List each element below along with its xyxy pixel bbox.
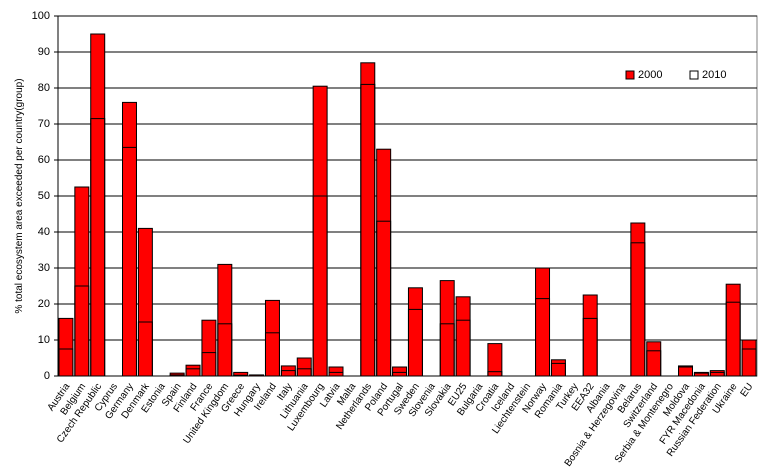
bar	[741, 339, 757, 377]
bar	[312, 195, 328, 377]
bar	[74, 186, 90, 377]
bar	[535, 298, 551, 377]
bar	[582, 317, 598, 377]
bar	[407, 308, 423, 377]
y-tick-label: 20	[38, 298, 50, 310]
bar	[725, 283, 741, 377]
bar	[535, 267, 551, 377]
bar	[233, 374, 249, 377]
bar	[217, 323, 233, 377]
bar	[678, 366, 694, 377]
y-axis-label: % total ecosystem area exceeded per coun…	[14, 78, 25, 313]
bar	[201, 319, 217, 377]
legend-label: 2000	[638, 69, 662, 81]
bar	[376, 148, 392, 377]
legend-swatch	[689, 70, 699, 80]
bar	[550, 359, 566, 377]
bar	[741, 348, 757, 377]
bar	[264, 299, 280, 377]
bar	[455, 319, 471, 377]
y-tick-label: 50	[38, 190, 50, 202]
bar	[646, 341, 662, 377]
bar	[137, 227, 153, 377]
bar	[137, 321, 153, 377]
bar	[550, 362, 566, 377]
y-tick-label: 100	[32, 10, 50, 22]
bar	[58, 317, 74, 377]
y-tick-label: 40	[38, 226, 50, 238]
y-tick-label: 80	[38, 82, 50, 94]
bar	[407, 287, 423, 377]
y-tick-label: 60	[38, 154, 50, 166]
bar	[630, 242, 646, 377]
bar	[376, 220, 392, 377]
bar	[630, 222, 646, 377]
bar	[328, 371, 344, 377]
bar	[392, 366, 408, 377]
legend-label: 2010	[702, 69, 726, 81]
bar	[280, 370, 296, 377]
bar	[439, 323, 455, 377]
y-tick-label: 0	[44, 370, 50, 382]
bar	[90, 33, 106, 377]
bar	[58, 348, 74, 377]
bar	[360, 83, 376, 377]
bar	[249, 374, 265, 377]
bar	[455, 296, 471, 377]
legend-swatch	[625, 70, 635, 80]
bar	[709, 371, 725, 377]
bar	[487, 343, 503, 377]
bar	[725, 301, 741, 377]
bar	[169, 374, 185, 377]
bar	[487, 371, 503, 377]
bar	[392, 371, 408, 377]
bar	[217, 263, 233, 377]
y-tick-label: 10	[38, 334, 50, 346]
y-tick-label: 70	[38, 118, 50, 130]
x-tick-label: EU	[739, 381, 756, 399]
bar	[709, 370, 725, 377]
y-tick-label: 30	[38, 262, 50, 274]
bar	[185, 364, 201, 377]
bar	[693, 372, 709, 377]
bar	[121, 101, 137, 377]
bar	[90, 118, 106, 377]
bar	[264, 332, 280, 377]
bar	[328, 366, 344, 377]
bar	[296, 357, 312, 377]
bar	[201, 352, 217, 377]
bar	[439, 280, 455, 377]
bar	[74, 285, 90, 377]
y-tick-label: 90	[38, 46, 50, 58]
bar	[582, 294, 598, 377]
bar	[646, 350, 662, 377]
bar	[360, 62, 376, 377]
bar	[185, 368, 201, 377]
bar	[121, 146, 137, 377]
bar	[312, 85, 328, 377]
bar	[296, 368, 312, 377]
